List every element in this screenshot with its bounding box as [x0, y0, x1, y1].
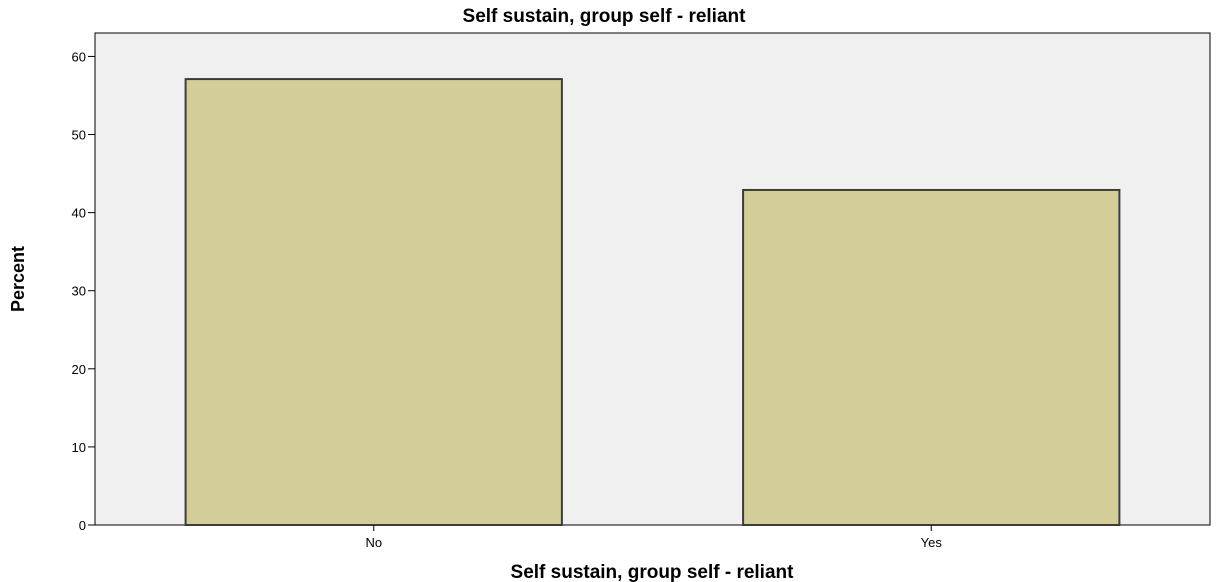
x-axis: No Yes — [365, 525, 942, 550]
y-tick-label-30: 30 — [72, 284, 86, 299]
y-tick-label-40: 40 — [72, 206, 86, 221]
bar-yes — [742, 188, 1121, 526]
x-tick-label-yes: Yes — [921, 535, 943, 550]
y-tick-label-60: 60 — [72, 49, 86, 64]
y-tick-label-20: 20 — [72, 362, 86, 377]
y-tick-label-50: 50 — [72, 128, 86, 143]
bar-no — [184, 78, 563, 527]
y-axis: 0 10 20 30 40 50 60 — [72, 49, 95, 533]
y-axis-label: Percent — [8, 246, 28, 312]
y-tick-label-10: 10 — [72, 440, 86, 455]
y-tick-label-0: 0 — [79, 518, 86, 533]
x-tick-label-no: No — [365, 535, 382, 550]
bars-group — [184, 78, 1121, 527]
x-axis-label: Self sustain, group self - reliant — [511, 562, 795, 582]
chart-title: Self sustain, group self - reliant — [463, 6, 747, 27]
